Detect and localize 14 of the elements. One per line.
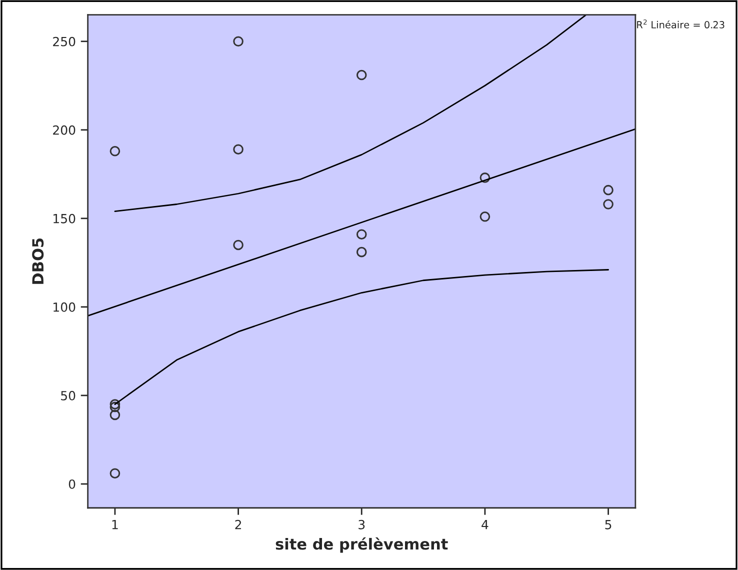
x-tick-label: 3 <box>358 520 365 530</box>
y-axis-title: DBO5 <box>32 238 44 284</box>
y-tick-label: 0 <box>68 479 76 489</box>
y-tick-label: 250 <box>53 36 76 46</box>
y-tick-label: 100 <box>54 302 76 312</box>
x-axis-title: site de prélèvement <box>276 537 448 553</box>
x-tick-label: 2 <box>235 520 242 530</box>
text: R$^{2}$ Linéaire = 0.23 <box>637 19 724 28</box>
x-tick-label: 5 <box>605 520 612 530</box>
y-tick-label: 150 <box>54 214 76 224</box>
y-tick-label: 200 <box>53 125 76 135</box>
y-tick-label: 50 <box>61 390 76 400</box>
x-tick-label: 4 <box>482 520 488 530</box>
x-tick-label: 1 <box>112 520 118 530</box>
